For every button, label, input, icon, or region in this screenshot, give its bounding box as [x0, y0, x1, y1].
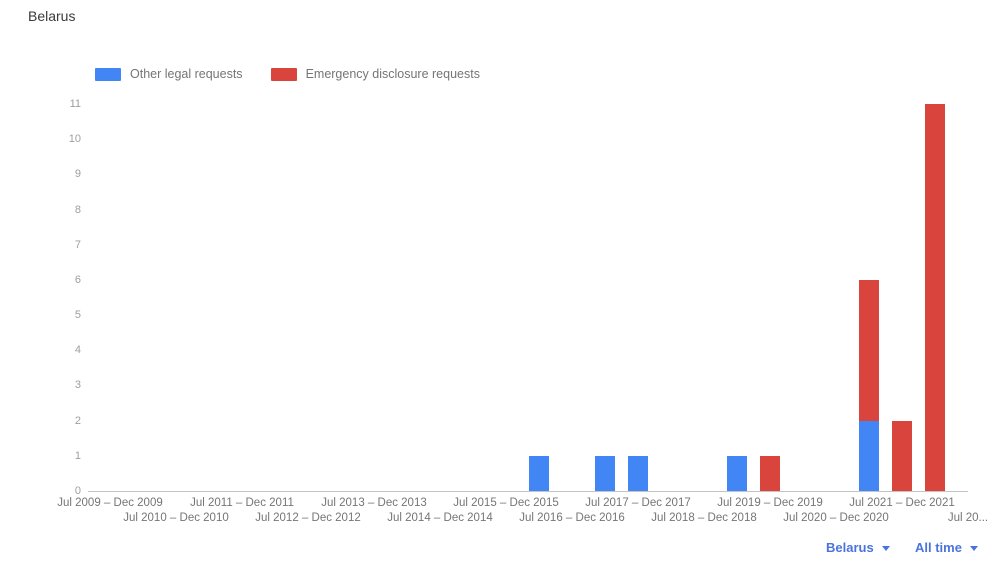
- x-axis-label: Jul 2009 – Dec 2009: [57, 497, 163, 509]
- y-axis-tick-label: 9: [74, 168, 81, 181]
- bar-other-legal-requests[interactable]: [727, 455, 747, 491]
- time-range-dropdown[interactable]: All time: [915, 540, 978, 555]
- y-axis-tick-label: 10: [68, 133, 81, 146]
- page-title: Belarus: [28, 8, 76, 24]
- y-axis-tick-label: 0: [74, 485, 81, 497]
- bar-emergency-disclosure-requests[interactable]: [859, 279, 879, 421]
- y-axis-tick-label: 1: [74, 449, 81, 462]
- bar-other-legal-requests[interactable]: [628, 455, 648, 491]
- legend-swatch-red-icon: [270, 67, 297, 81]
- x-axis-line: [88, 491, 968, 492]
- y-axis-tick-label: 4: [74, 344, 81, 357]
- chart-legend: Other legal requests Emergency disclosur…: [95, 67, 480, 81]
- y-axis-tick-label: 5: [74, 309, 81, 322]
- x-axis-label: Jul 2018 – Dec 2018: [651, 512, 757, 524]
- y-axis-tick-label: 6: [74, 273, 81, 286]
- x-axis-label: Jul 2020 – Dec 2020: [783, 512, 889, 524]
- bar-other-legal-requests[interactable]: [595, 455, 615, 491]
- legend-label: Emergency disclosure requests: [305, 67, 480, 81]
- chart-controls: Belarus All time: [0, 540, 1000, 562]
- country-dropdown-label: Belarus: [826, 540, 874, 555]
- country-dropdown[interactable]: Belarus: [826, 540, 890, 555]
- x-axis-label: Jul 2010 – Dec 2010: [123, 512, 229, 524]
- bar-emergency-disclosure-requests[interactable]: [760, 455, 780, 491]
- x-axis-label: Jul 20...: [947, 512, 989, 524]
- y-axis-tick-label: 8: [74, 203, 81, 216]
- y-axis-tick-label: 3: [74, 379, 81, 392]
- legend-swatch-blue-icon: [95, 67, 121, 81]
- y-axis-tick-label: 7: [74, 238, 81, 251]
- x-axis-label: Jul 2011 – Dec 2011: [190, 497, 294, 509]
- x-axis-label: Jul 2012 – Dec 2012: [255, 512, 361, 524]
- time-range-dropdown-label: All time: [915, 540, 962, 555]
- chevron-down-icon: [881, 546, 890, 551]
- x-axis-label: Jul 2017 – Dec 2017: [585, 497, 691, 509]
- bar-emergency-disclosure-requests[interactable]: [892, 420, 912, 491]
- x-axis-label: Jul 2019 – Dec 2019: [717, 497, 823, 509]
- bar-emergency-disclosure-requests[interactable]: [925, 104, 945, 491]
- y-axis-tick-label: 11: [69, 98, 81, 111]
- x-axis-label: Jul 2013 – Dec 2013: [321, 497, 427, 509]
- x-axis-label: Jul 2014 – Dec 2014: [387, 512, 493, 524]
- x-axis-label: Jul 2015 – Dec 2015: [453, 497, 559, 509]
- chevron-down-icon: [969, 546, 978, 551]
- legend-label: Other legal requests: [130, 67, 243, 81]
- bar-other-legal-requests[interactable]: [859, 420, 879, 491]
- legend-item-other-legal-requests: Other legal requests: [95, 67, 243, 81]
- legend-item-emergency-disclosure-requests: Emergency disclosure requests: [270, 67, 480, 81]
- x-axis-label: Jul 2021 – Dec 2021: [849, 497, 955, 509]
- bar-other-legal-requests[interactable]: [529, 455, 549, 491]
- x-axis-label: Jul 2016 – Dec 2016: [519, 512, 625, 524]
- y-axis-tick-label: 2: [74, 414, 81, 427]
